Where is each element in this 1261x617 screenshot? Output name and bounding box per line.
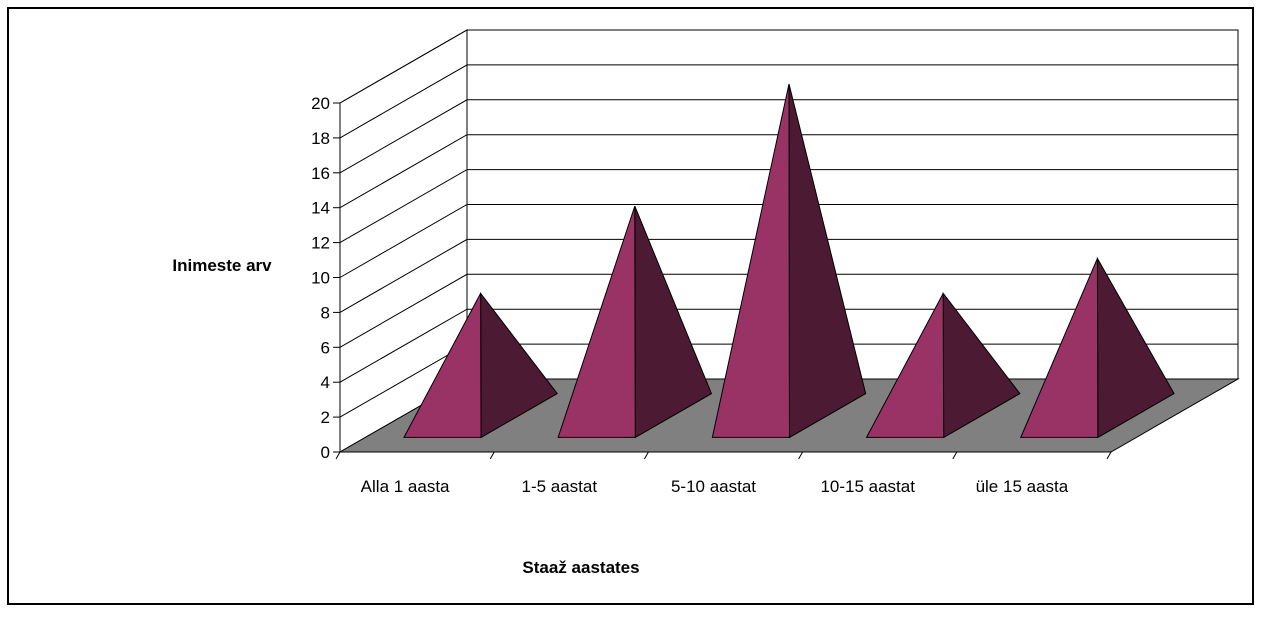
x-tick bbox=[643, 451, 649, 460]
gridline bbox=[339, 134, 1238, 209]
y-axis: 0 2 4 6 8 10 12 14 16 18 20 bbox=[311, 94, 341, 462]
x-tick-label: Alla 1 aasta bbox=[361, 477, 450, 496]
pyramid-bar bbox=[403, 291, 558, 439]
y-tick-label: 8 bbox=[321, 303, 330, 322]
gridline bbox=[339, 169, 1238, 244]
x-tick-label: 1-5 aastat bbox=[521, 477, 597, 496]
x-axis-title: Staaž aastates bbox=[522, 558, 639, 577]
x-tick bbox=[952, 451, 958, 460]
gridline bbox=[339, 29, 1238, 104]
x-tick bbox=[489, 451, 495, 460]
gridline bbox=[339, 204, 1238, 278]
bar-front-face bbox=[865, 293, 945, 438]
x-axis: Alla 1 aasta 1-5 aastat 5-10 aastat 10-15 a… bbox=[335, 451, 1112, 496]
y-tick-label: 18 bbox=[311, 129, 330, 148]
bar-front-face bbox=[557, 205, 636, 438]
pyramid-bar bbox=[865, 291, 1021, 439]
y-tick-label: 12 bbox=[311, 234, 330, 253]
bars bbox=[403, 83, 1175, 439]
y-axis-title: Inimeste arv bbox=[172, 256, 272, 275]
x-tick-label: üle 15 aasta bbox=[976, 477, 1069, 496]
bar-front-face bbox=[711, 83, 790, 438]
y-tick-label: 4 bbox=[321, 373, 330, 392]
x-tick-label: 5-10 aastat bbox=[671, 477, 756, 496]
gridline bbox=[339, 238, 1238, 313]
pyramid-bar bbox=[711, 83, 867, 439]
gridline bbox=[339, 99, 1238, 174]
x-tick bbox=[335, 451, 341, 460]
x-tick-label: 10-15 aastat bbox=[820, 477, 915, 496]
y-tick-label: 0 bbox=[321, 443, 330, 462]
y-tick-label: 14 bbox=[311, 199, 330, 218]
y-tick-label: 10 bbox=[311, 269, 330, 288]
pyramid-bar bbox=[557, 205, 713, 439]
gridline bbox=[339, 273, 1238, 348]
y-tick-label: 6 bbox=[321, 338, 330, 357]
y-tick-label: 20 bbox=[311, 94, 330, 113]
x-tick bbox=[798, 451, 804, 460]
bar-front-face bbox=[403, 293, 482, 438]
y-tick-label: 2 bbox=[321, 408, 330, 427]
gridline bbox=[339, 308, 1238, 383]
gridline bbox=[339, 64, 1238, 139]
x-tick bbox=[1106, 451, 1112, 460]
y-tick-label: 16 bbox=[311, 164, 330, 183]
pyramid-bar bbox=[1019, 256, 1175, 439]
bar-front-face bbox=[1019, 258, 1099, 438]
